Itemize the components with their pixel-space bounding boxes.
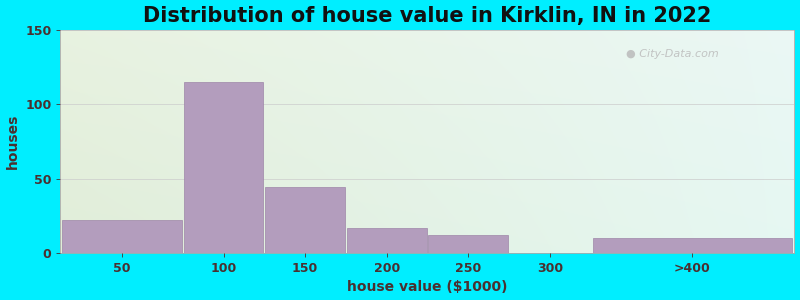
X-axis label: house value ($1000): house value ($1000) [347, 280, 508, 294]
Y-axis label: houses: houses [6, 114, 19, 169]
Bar [265, 188, 345, 253]
Bar [346, 228, 426, 253]
Bar [62, 220, 182, 253]
Text: ● City-Data.com: ● City-Data.com [626, 49, 718, 58]
Bar [593, 238, 793, 253]
Bar [428, 235, 508, 253]
Title: Distribution of house value in Kirklin, IN in 2022: Distribution of house value in Kirklin, … [143, 6, 712, 26]
Bar [183, 82, 263, 253]
